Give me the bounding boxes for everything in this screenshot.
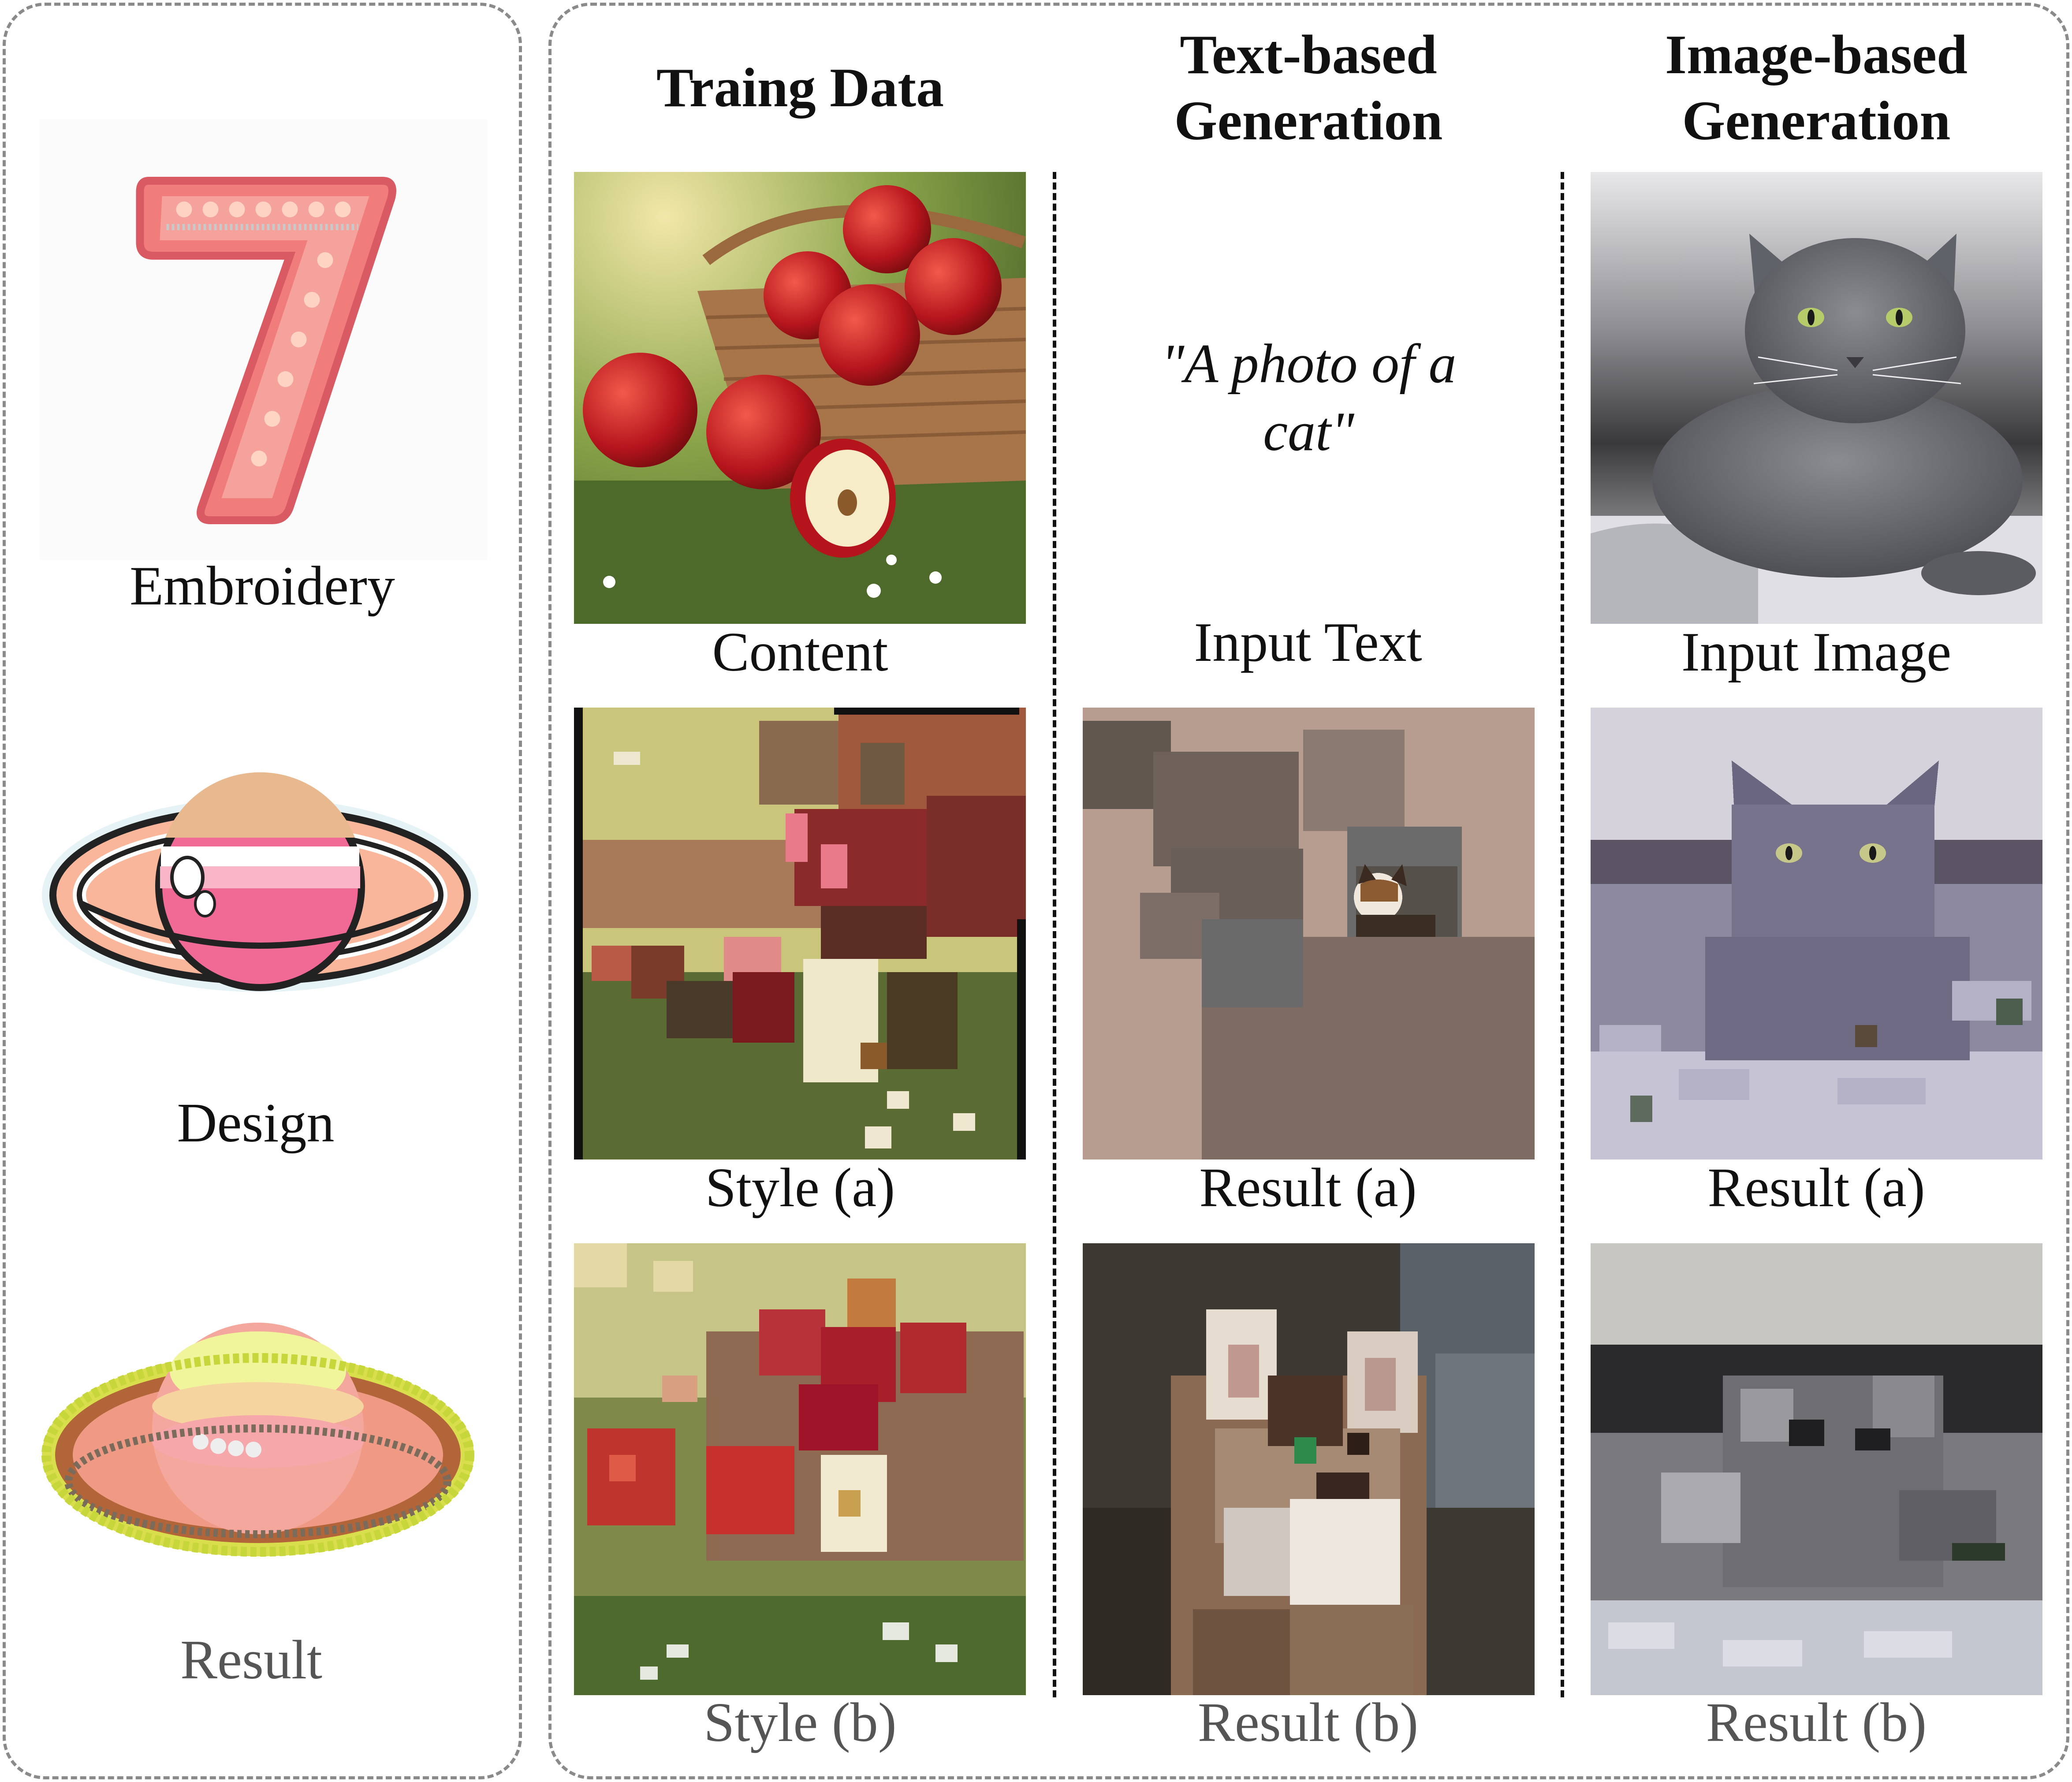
header-text-based-line2: Generation — [1174, 90, 1443, 152]
style-b-image — [574, 1243, 1026, 1695]
text-result-b-image — [1083, 1243, 1535, 1695]
column-divider-2 — [1561, 172, 1564, 1697]
caption-image-result-a: Result (a) — [1707, 1157, 1925, 1219]
header-text-based-line1: Text-based — [1180, 24, 1437, 86]
embroidered-seven-patch-image — [40, 119, 487, 560]
input-image-cat — [1591, 172, 2042, 624]
image-result-b-image — [1591, 1243, 2042, 1695]
label-result: Result — [180, 1629, 322, 1691]
caption-style-b: Style (b) — [704, 1692, 897, 1753]
caption-content: Content — [712, 622, 888, 683]
text-result-a-image — [1083, 708, 1535, 1159]
caption-input-text: Input Text — [1194, 612, 1422, 673]
right-panel — [548, 3, 2069, 1779]
caption-style-a: Style (a) — [705, 1157, 895, 1219]
header-image-based-generation: Image-based Generation — [1589, 22, 2043, 154]
prompt-text-value: "A photo of a cat" — [1161, 333, 1457, 462]
caption-input-image: Input Image — [1681, 622, 1952, 683]
caption-text-result-a: Result (a) — [1199, 1157, 1417, 1219]
beaded-saturn-patch-image — [33, 1296, 483, 1596]
content-image-apples — [574, 172, 1026, 624]
header-image-based-line2: Generation — [1682, 90, 1951, 152]
style-a-image — [574, 708, 1026, 1159]
label-design: Design — [177, 1092, 335, 1154]
header-text-based-generation: Text-based Generation — [1081, 22, 1535, 154]
header-image-based-line1: Image-based — [1665, 24, 1968, 86]
caption-image-result-b: Result (b) — [1706, 1692, 1927, 1753]
column-divider-1 — [1053, 172, 1056, 1697]
prompt-text: "A photo of a cat" — [1083, 172, 1535, 624]
image-result-a-image — [1591, 708, 2042, 1159]
left-panel — [3, 3, 522, 1779]
saturn-sticker-image — [37, 758, 483, 1023]
header-training-data: Traing Data — [656, 57, 944, 119]
caption-text-result-b: Result (b) — [1197, 1692, 1419, 1753]
label-embroidery: Embroidery — [130, 555, 395, 617]
